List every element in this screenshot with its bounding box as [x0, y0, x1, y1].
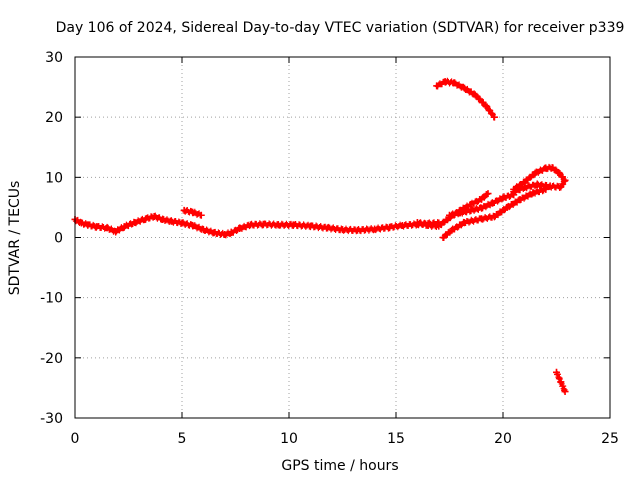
x-tick-label: 15 [387, 431, 405, 447]
data-point [542, 164, 550, 172]
data-point [274, 221, 282, 229]
data-point [516, 196, 524, 204]
y-tick-label: -10 [40, 291, 63, 307]
data-point [460, 84, 468, 92]
data-point [189, 221, 197, 229]
data-point [210, 229, 218, 237]
data-series [71, 77, 569, 396]
data-point [520, 184, 528, 192]
data-point [478, 204, 486, 212]
data-point [77, 219, 85, 227]
y-tick-label: 0 [54, 231, 63, 247]
data-point [531, 169, 539, 177]
data-point [131, 218, 139, 226]
data-point [259, 220, 267, 228]
data-point [435, 222, 443, 230]
data-point [180, 206, 188, 214]
data-point [386, 223, 394, 231]
data-point [478, 215, 486, 223]
data-point [199, 226, 207, 234]
data-point [236, 224, 244, 232]
data-point [478, 195, 486, 203]
y-axis-label: SDTVAR / TECUs [7, 181, 23, 296]
y-tick-label: 10 [45, 170, 63, 186]
data-point [189, 208, 197, 216]
y-tick-label: -30 [40, 411, 63, 427]
y-tick-label: -20 [40, 351, 63, 367]
series-trace [433, 77, 497, 121]
data-point [553, 368, 560, 376]
data-point [460, 218, 468, 226]
data-point [167, 217, 175, 225]
data-point [450, 79, 458, 87]
data-point [490, 113, 498, 121]
data-point [324, 224, 332, 232]
data-point [548, 164, 556, 172]
x-axis-label: GPS time / hours [281, 458, 398, 474]
data-point [561, 388, 569, 396]
data-point [84, 221, 92, 229]
data-point [529, 189, 537, 197]
data-point [246, 221, 254, 229]
x-axis-ticks: 0 5 10 15 20 25 [71, 57, 619, 447]
data-point [227, 229, 235, 237]
data-point [92, 223, 100, 231]
data-point [471, 91, 479, 99]
data-point [503, 203, 511, 211]
x-tick-label: 0 [71, 431, 80, 447]
data-point [510, 188, 518, 196]
data-point [424, 221, 432, 229]
data-point [499, 194, 507, 202]
data-point [490, 212, 498, 220]
data-point [120, 223, 128, 231]
data-point [289, 221, 297, 229]
data-point [197, 211, 205, 219]
data-point [533, 181, 541, 189]
data-point [221, 230, 229, 238]
data-point [142, 215, 150, 223]
x-tick-label: 20 [494, 431, 512, 447]
data-point [446, 211, 453, 219]
data-point [448, 226, 456, 234]
data-point [557, 378, 565, 386]
data-point [159, 215, 167, 223]
x-tick-label: 25 [601, 431, 619, 447]
data-point [353, 226, 361, 234]
data-point [112, 227, 120, 235]
data-point [339, 226, 346, 234]
data-point [482, 102, 490, 110]
data-point [398, 221, 406, 229]
y-tick-label: 20 [45, 110, 63, 126]
data-point [467, 206, 475, 214]
x-tick-label: 10 [280, 431, 298, 447]
y-axis-ticks: -30 -20 -10 0 10 20 30 [40, 50, 610, 427]
data-point [555, 169, 563, 177]
data-point [561, 176, 569, 184]
data-point [546, 182, 554, 190]
data-point [306, 222, 314, 230]
data-point [439, 234, 447, 241]
data-point [433, 82, 441, 90]
data-point [103, 224, 111, 232]
data-point [371, 225, 379, 233]
data-point [484, 190, 492, 198]
chart-title: Day 106 of 2024, Sidereal Day-to-day VTE… [56, 20, 625, 36]
data-point [441, 78, 449, 86]
series-trace [72, 212, 441, 239]
data-point [557, 183, 565, 191]
data-point [467, 200, 475, 208]
data-point [456, 209, 464, 217]
data-point [150, 212, 158, 220]
data-point [488, 199, 496, 207]
data-point [413, 218, 421, 226]
grid [75, 57, 610, 418]
data-point [178, 219, 186, 227]
x-tick-label: 5 [178, 431, 187, 447]
y-tick-label: 30 [45, 50, 63, 66]
